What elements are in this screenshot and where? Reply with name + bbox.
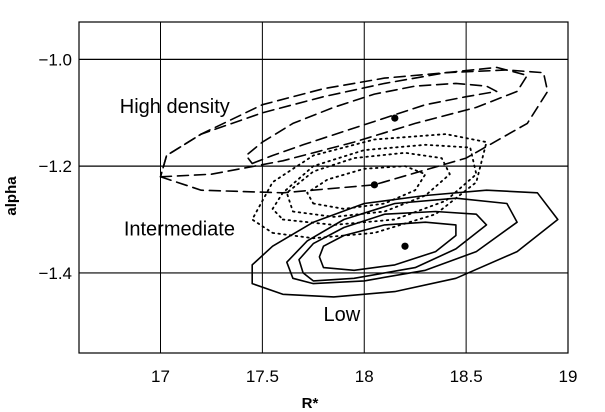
x-axis-title: R*	[302, 395, 319, 412]
x-tick-label: 17	[151, 367, 170, 386]
x-tick-label: 18.5	[450, 367, 483, 386]
y-tick-label: −1.4	[38, 264, 72, 283]
contour-low	[251, 189, 559, 298]
annotation-high-density: High density	[120, 96, 230, 118]
contour-intermediate	[251, 133, 488, 240]
x-tick-label: 18	[355, 367, 374, 386]
contour-high-density	[245, 82, 498, 165]
best-fit-point-high-density	[391, 114, 399, 122]
contour-intermediate	[306, 165, 427, 210]
annotation-intermediate: Intermediate	[124, 219, 235, 241]
y-axis-title: alpha	[3, 176, 20, 216]
best-fit-markers	[370, 114, 409, 250]
annotation-low: Low	[324, 304, 361, 326]
series-annotations: High density Intermediate Low	[120, 96, 361, 326]
x-tick-label: 17.5	[246, 367, 279, 386]
y-tick-label: −1.2	[38, 157, 72, 176]
contour-low	[318, 221, 457, 272]
contour-intermediate	[285, 151, 451, 218]
best-fit-point-low	[401, 242, 409, 250]
contour-high-density	[159, 69, 549, 194]
contour-low	[286, 197, 518, 285]
contour-low	[298, 210, 488, 282]
y-tick-label: −1.0	[38, 50, 72, 69]
contour-intermediate	[271, 143, 478, 226]
best-fit-point-intermediate	[370, 181, 379, 189]
x-tick-label: 19	[559, 367, 578, 386]
contour-high-density	[159, 66, 529, 178]
x-axis: 17 17.5 18 18.5 19	[151, 367, 577, 386]
contour-series	[159, 66, 559, 298]
y-axis: −1.0 −1.2 −1.4	[38, 50, 72, 283]
plot-frame	[78, 21, 569, 354]
